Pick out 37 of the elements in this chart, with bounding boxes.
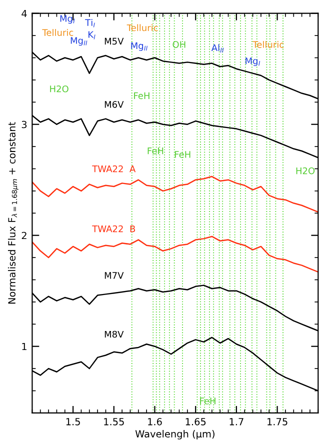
annotation: OH [172,41,186,48]
y-tick-label: 1 [22,342,26,350]
annotation: Ti$_{I}$ [85,18,95,28]
annotation: Telluric [126,24,158,32]
series-label: M7V [104,272,124,279]
x-axis-title: Wavelengh (μm) [135,430,214,440]
annotation: FeH [148,148,164,154]
line-series [32,236,318,273]
series-label: TWA22 B [92,225,136,232]
annotation: Mg$_{I}$ [60,15,75,24]
x-tick-label: 1.5 [66,418,80,426]
annotation: H2O [296,167,315,174]
annotation: Mg$_{II}$ [70,37,88,46]
line-series [32,176,318,213]
annotation: Telluric [252,40,284,48]
y-axis-title: Normalised Flux F$_{λ=1.68μm}$ + constant [8,122,18,304]
annotation: FeH [134,92,150,100]
x-tick-label: 1.75 [268,418,288,426]
annotation: Telluric [42,28,74,36]
annotation: FeH [200,398,216,404]
series-label: M5V [104,38,124,45]
y-tick-label: 4 [22,10,27,18]
x-tick-label: 1.6 [148,418,162,426]
annotation: H2O [50,85,68,92]
x-tick-label: 1.7 [230,418,244,426]
y-tick-label: 2 [22,232,26,240]
annotation: FeH [174,151,190,158]
series-label: TWA22 A [92,165,136,172]
annotation: Mg$_{I}$ [246,58,260,66]
series-label: M6V [104,101,124,108]
y-tick-label: 3 [22,120,27,128]
x-tick-label: 1.55 [104,418,124,426]
annotation: Mg$_{II}$ [131,42,148,51]
series-label: M8V [104,330,124,338]
x-tick-label: 1.65 [186,418,206,426]
annotation: Al$_{II}$ [211,44,224,52]
annotation: K$_{I}$ [88,31,96,40]
